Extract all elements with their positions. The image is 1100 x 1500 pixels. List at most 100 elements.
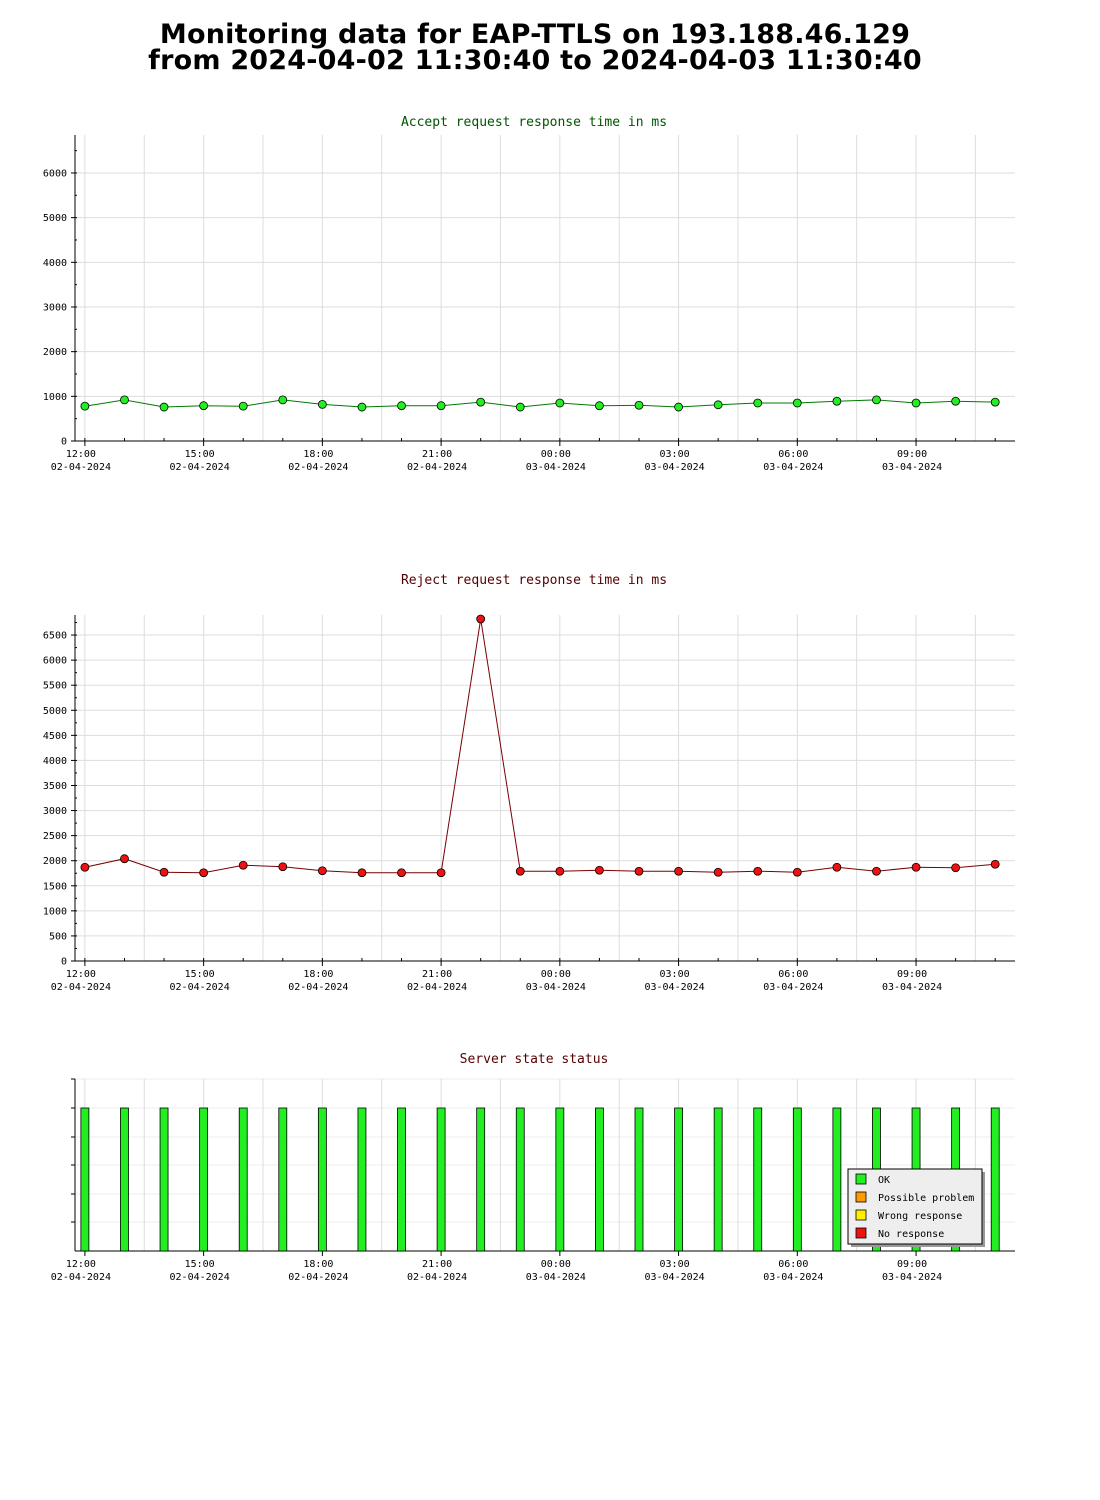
status-bar — [555, 1107, 565, 1252]
accept-data-point — [238, 401, 248, 411]
status-x-tick-time: 15:00 — [185, 1259, 215, 1270]
reject-y-tick-label: 1500 — [43, 881, 67, 892]
reject-data-point — [238, 860, 248, 870]
status-bar — [436, 1107, 446, 1252]
reject-x-tick-time: 15:00 — [185, 969, 215, 980]
legend-swatch-ok — [855, 1173, 867, 1185]
legend-label-wrong-response: Wrong response — [878, 1211, 962, 1222]
accept-series-line — [84, 399, 996, 408]
reject-data-point — [357, 868, 367, 878]
accept-data-point — [357, 402, 367, 412]
status-bar — [753, 1107, 763, 1252]
reject-y-tick-label: 500 — [49, 931, 67, 942]
status-x-tick-date: 02-04-2024 — [407, 1272, 467, 1283]
status-bar — [634, 1107, 644, 1252]
reject-x-tick-date: 02-04-2024 — [170, 982, 230, 993]
accept-x-tick-time: 21:00 — [422, 449, 452, 460]
reject-data-point — [199, 868, 209, 878]
reject-data-point — [832, 862, 842, 872]
reject-data-point — [753, 866, 763, 876]
reject-y-tick-label: 3000 — [43, 806, 67, 817]
accept-response-chart: 12:00 02-04-2024 15:00 02-04-2024 18:00 02-04… — [43, 115, 1015, 473]
accept-x-tick-time: 12:00 — [66, 449, 96, 460]
status-bar — [159, 1107, 169, 1252]
reject-data-point — [595, 865, 604, 875]
legend-label-no-response: No response — [878, 1229, 944, 1240]
reject-y-tick-label: 6000 — [43, 656, 67, 667]
accept-x-tick-time: 00:00 — [541, 449, 571, 460]
accept-data-point — [753, 398, 763, 408]
status-bar — [317, 1107, 327, 1252]
status-bar — [674, 1107, 683, 1252]
status-bar — [120, 1107, 129, 1252]
accept-data-point — [199, 401, 209, 411]
accept-x-tick-time: 06:00 — [778, 449, 808, 460]
status-x-tick-time: 18:00 — [303, 1259, 333, 1270]
status-bar — [357, 1107, 367, 1252]
status-x-tick-time: 00:00 — [541, 1259, 571, 1270]
accept-data-point — [278, 395, 288, 405]
accept-title: Accept request response time in ms — [401, 115, 667, 130]
accept-y-tick-label: 1000 — [43, 392, 67, 403]
legend-label-ok: OK — [878, 1175, 890, 1186]
accept-data-point — [674, 402, 683, 412]
status-bar — [199, 1107, 209, 1252]
status-bar — [832, 1107, 842, 1252]
reject-x-tick-date: 02-04-2024 — [288, 982, 348, 993]
reject-y-tick-label: 5000 — [43, 706, 67, 717]
page-title-line-1: Monitoring data for EAP-TTLS on 193.188.… — [159, 19, 911, 50]
reject-y-tick-label: 3500 — [43, 781, 67, 792]
legend-swatch-wrong-response — [855, 1209, 867, 1221]
reject-x-tick-date: 02-04-2024 — [51, 982, 111, 993]
reject-series-line — [84, 618, 996, 874]
reject-data-point — [80, 862, 90, 872]
status-bar — [713, 1107, 723, 1252]
accept-x-tick-date: 02-04-2024 — [407, 462, 467, 473]
status-x-tick-date: 02-04-2024 — [288, 1272, 348, 1283]
reject-data-point — [911, 862, 921, 872]
reject-data-point — [792, 867, 802, 877]
status-bar — [792, 1107, 802, 1252]
accept-data-point — [951, 396, 961, 406]
reject-response-chart: 12:00 02-04-2024 15:00 02-04-2024 18:00 02-04… — [43, 573, 1015, 993]
accept-data-point — [634, 400, 644, 410]
accept-x-tick-time: 15:00 — [185, 449, 215, 460]
accept-y-tick-label: 5000 — [43, 213, 67, 224]
accept-x-tick-date: 03-04-2024 — [526, 462, 586, 473]
reject-y-tick-label: 5500 — [43, 681, 67, 692]
accept-data-point — [595, 401, 604, 411]
accept-data-point — [80, 401, 90, 411]
reject-y-tick-label: 2500 — [43, 831, 67, 842]
status-x-tick-date: 03-04-2024 — [882, 1272, 942, 1283]
status-x-tick-time: 09:00 — [897, 1259, 927, 1270]
status-x-tick-time: 06:00 — [778, 1259, 808, 1270]
reject-x-tick-time: 06:00 — [778, 969, 808, 980]
accept-data-point — [515, 402, 525, 412]
accept-data-point — [911, 398, 921, 408]
accept-x-tick-date: 02-04-2024 — [170, 462, 230, 473]
accept-y-tick-label: 0 — [61, 437, 67, 448]
accept-data-point — [476, 397, 486, 407]
reject-data-point — [159, 867, 169, 877]
accept-data-point — [872, 395, 881, 405]
reject-data-point — [397, 868, 406, 878]
reject-data-point — [951, 863, 961, 873]
accept-data-point — [317, 399, 327, 409]
accept-y-tick-label: 3000 — [43, 302, 67, 313]
page-title: Monitoring data for EAP-TTLS on 193.188.… — [0, 19, 1070, 74]
reject-data-point — [555, 866, 565, 876]
reject-y-tick-label: 0 — [61, 957, 67, 968]
accept-data-point — [397, 401, 406, 411]
accept-data-point — [792, 398, 802, 408]
accept-data-point — [832, 396, 842, 406]
reject-y-tick-label: 6500 — [43, 631, 67, 642]
accept-data-point — [555, 398, 565, 408]
reject-data-point — [436, 868, 446, 878]
accept-x-tick-date: 02-04-2024 — [51, 462, 111, 473]
reject-x-tick-date: 02-04-2024 — [407, 982, 467, 993]
reject-data-point — [634, 866, 644, 876]
status-bar — [397, 1107, 406, 1252]
reject-x-tick-time: 00:00 — [541, 969, 571, 980]
reject-data-point — [476, 614, 486, 624]
